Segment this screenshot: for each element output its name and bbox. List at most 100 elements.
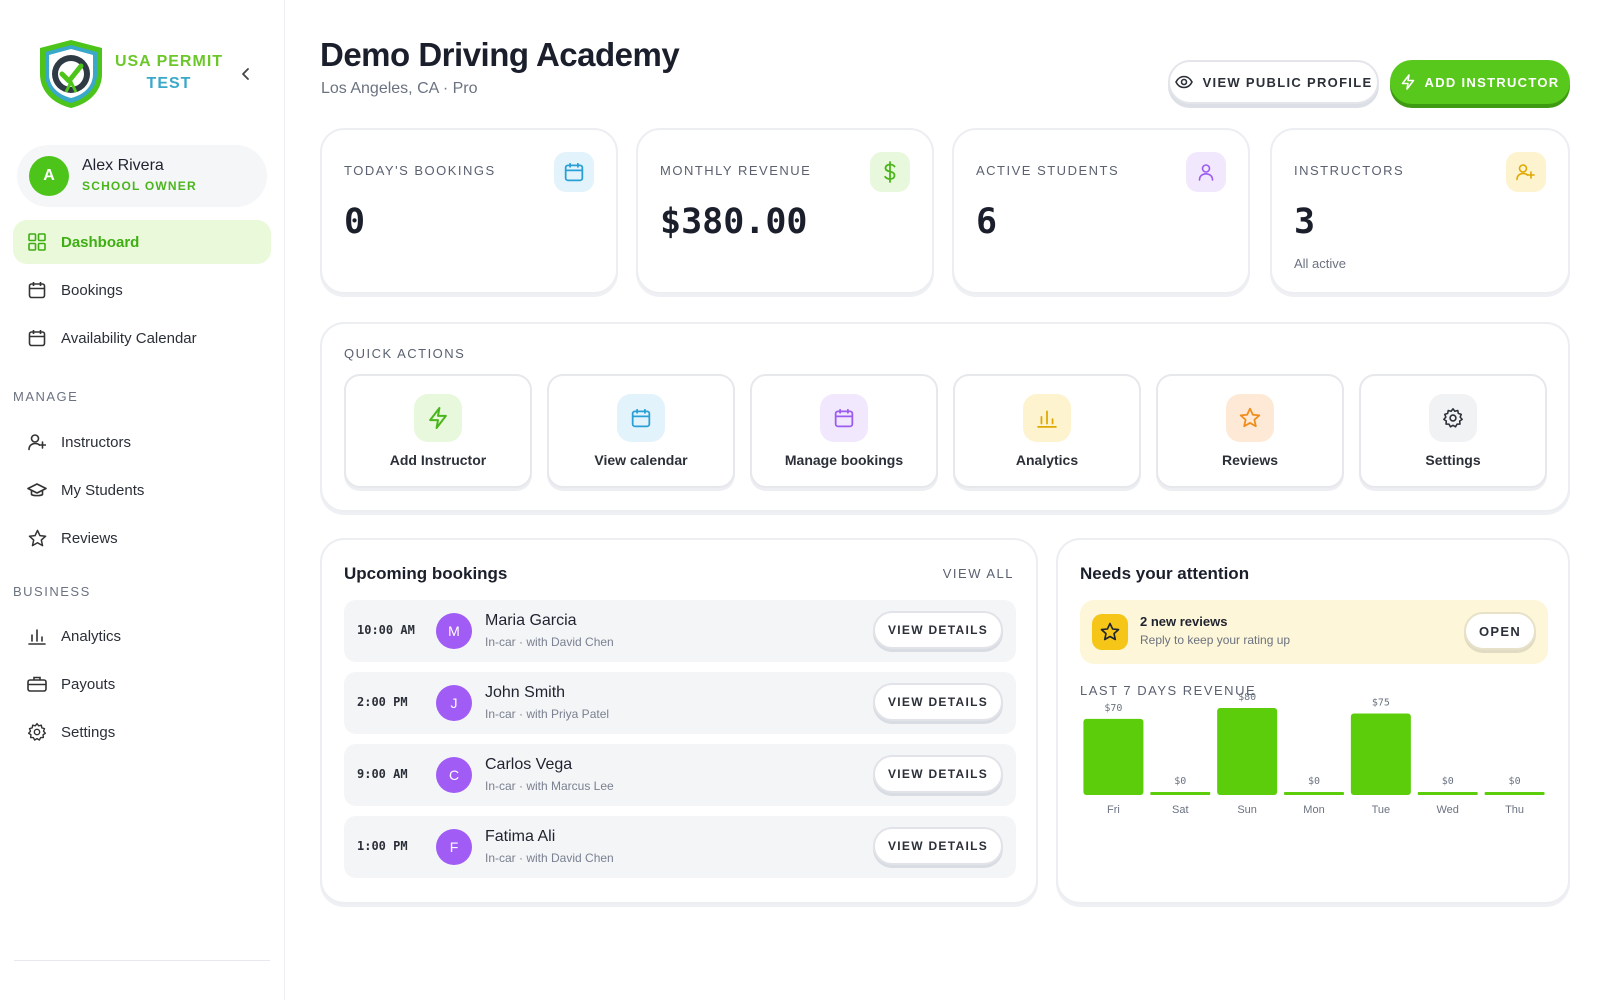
booking-student-name: Maria Garcia [485,612,577,629]
stat-value: 3 [1294,202,1316,242]
chart-tick-label: Sat [1172,804,1189,816]
sidebar-item-label: Instructors [61,433,132,451]
chart-tick-label: Wed [1437,804,1459,816]
stat-card-todays-bookings: TODAY'S BOOKINGS 0 [320,128,618,294]
quick-action-label: Analytics [1015,452,1079,468]
chart-tick-label: Tue [1372,804,1391,816]
sidebar-item-label: Dashboard [61,233,140,251]
alert-subtitle: Reply to keep your rating up [1140,633,1291,647]
reviews-alert: 2 new reviews Reply to keep your rating … [1080,600,1548,664]
calendar-icon [27,280,47,300]
chart-bar-wed [1417,792,1478,795]
attention-title: Needs your attention [1080,564,1250,583]
sidebar-item-analytics[interactable]: Analytics [13,614,271,658]
star-icon [27,528,47,548]
sidebar-item-availability-calendar[interactable]: Availability Calendar [13,316,271,360]
user-profile-card[interactable]: A Alex Rivera SCHOOL OWNER [17,145,267,207]
quick-action-manage-bookings[interactable]: Manage bookings [750,374,938,488]
quick-actions-title: QUICK ACTIONS [344,346,466,361]
eye-icon [1174,75,1193,89]
quick-action-label: View calendar [594,452,688,468]
stat-value: 6 [976,202,998,242]
chart-bar-mon [1284,792,1344,795]
quick-actions-panel: QUICK ACTIONS Add Instructor View calend… [320,322,1570,512]
sidebar-item-payouts[interactable]: Payouts [13,662,271,706]
sidebar-item-my-students[interactable]: My Students [13,468,271,512]
sidebar-item-label: Settings [61,723,116,741]
chart-data-label: $0 [1308,776,1320,787]
sidebar-item-label: My Students [61,481,145,499]
view-public-profile-label: VIEW PUBLIC PROFILE [1202,74,1373,90]
calendar-icon [617,394,665,442]
chart-tick-label: Mon [1303,804,1324,816]
chart-bar-tue [1350,713,1411,795]
grid-icon [27,232,47,252]
sidebar-item-label: Bookings [61,281,123,299]
booking-detail: In-car · with Marcus Lee [485,779,614,793]
view-details-button[interactable]: VIEW DETAILS [873,683,1003,721]
calendar-icon [820,394,868,442]
booking-row: 10:00 AM M Maria Garcia In-car · with Da… [344,600,1016,662]
booking-row: 2:00 PM J John Smith In-car · with Priya… [344,672,1016,734]
quick-action-reviews[interactable]: Reviews [1156,374,1344,488]
booking-student-name: Fatima Ali [485,828,556,845]
chart-bar-thu [1484,792,1545,795]
stat-note: All active [1294,256,1347,271]
quick-action-settings[interactable]: Settings [1359,374,1547,488]
quick-action-view-calendar[interactable]: View calendar [547,374,735,488]
booking-time: 10:00 AM [357,623,415,637]
upcoming-bookings-panel: Upcoming bookings VIEW ALL 10:00 AM M Ma… [320,538,1038,904]
sidebar-item-bookings[interactable]: Bookings [13,268,271,312]
graduation-cap-icon [27,480,47,500]
avatar: M [436,613,472,649]
quick-action-analytics[interactable]: Analytics [953,374,1141,488]
booking-student-name: John Smith [485,684,566,701]
avatar: C [436,757,472,793]
chart-data-label: $80 [1238,692,1256,703]
chart-tick-label: Fri [1107,804,1120,816]
gear-icon [27,722,47,742]
revenue-chart-title: LAST 7 DAYS REVENUE [1080,683,1257,698]
booking-detail: In-car · with David Chen [485,635,614,649]
calendar-icon [27,328,47,348]
stat-value: 0 [344,202,366,242]
user-plus-icon [27,432,47,452]
view-public-profile-button[interactable]: VIEW PUBLIC PROFILE [1168,60,1379,104]
view-details-button[interactable]: VIEW DETAILS [873,755,1003,793]
brand-line-2: TEST [146,75,192,92]
stat-label: MONTHLY REVENUE [660,163,812,178]
quick-action-add-instructor[interactable]: Add Instructor [344,374,532,488]
sidebar-item-instructors[interactable]: Instructors [13,420,271,464]
stat-label: INSTRUCTORS [1294,163,1405,178]
view-all-link[interactable]: VIEW ALL [942,566,1014,581]
lightning-icon [414,394,462,442]
chart-bar-sun [1217,708,1278,795]
booking-time: 1:00 PM [357,839,408,853]
lightning-icon [1401,74,1414,90]
booking-student-name: Carlos Vega [485,756,573,773]
dollar-icon [870,152,910,192]
brand-logo[interactable]: USA PERMIT TEST [36,38,276,112]
add-instructor-button[interactable]: ADD INSTRUCTOR [1390,60,1570,104]
gear-icon [1429,394,1477,442]
attention-panel: Needs your attention 2 new reviews Reply… [1056,538,1570,904]
user-name: Alex Rivera [82,157,164,174]
chart-data-label: $0 [1509,776,1521,787]
view-details-button[interactable]: VIEW DETAILS [873,827,1003,865]
collapse-sidebar-button[interactable] [236,64,256,84]
open-reviews-button[interactable]: OPEN [1464,612,1536,650]
sidebar-item-label: Analytics [61,627,122,645]
sidebar: USA PERMIT TEST A Alex Rivera SCHOOL OWN… [0,0,285,1000]
sidebar-item-dashboard[interactable]: Dashboard [13,220,271,264]
sidebar-divider [14,960,270,961]
sidebar-item-settings[interactable]: Settings [13,710,271,754]
quick-action-label: Manage bookings [784,452,904,468]
sidebar-item-reviews[interactable]: Reviews [13,516,271,560]
brand-name: USA PERMIT TEST [114,51,224,95]
briefcase-icon [27,674,47,694]
booking-detail: In-car · with David Chen [485,851,614,865]
chart-tick-label: Thu [1505,804,1524,816]
view-details-button[interactable]: VIEW DETAILS [873,611,1003,649]
quick-action-label: Reviews [1221,452,1279,468]
